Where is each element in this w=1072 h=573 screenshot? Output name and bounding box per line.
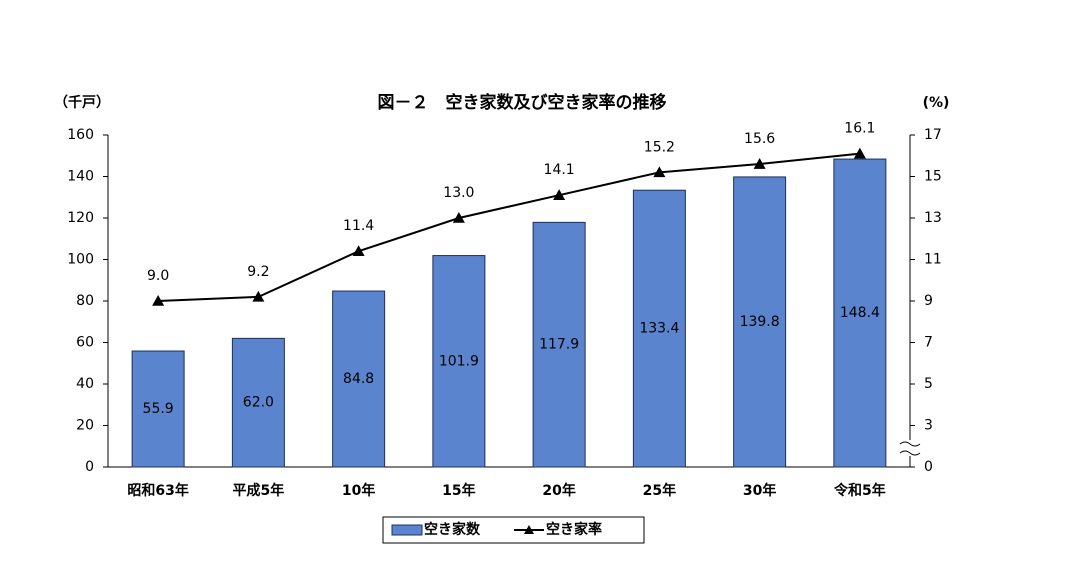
y2-tick-label: 9 [924, 293, 933, 309]
y-tick-label: 120 [67, 210, 94, 226]
line-value-label: 15.2 [644, 139, 675, 155]
bar [632, 189, 686, 468]
y-tick-label: 80 [76, 293, 94, 309]
x-tick-label: 25年 [643, 482, 676, 499]
bar [432, 255, 486, 468]
y-tick-label: 140 [67, 169, 94, 185]
bar [231, 337, 285, 468]
y2-tick-label: 17 [924, 127, 942, 143]
line-marker [553, 189, 566, 200]
line-marker [653, 166, 666, 178]
x-tick-label: 10年 [342, 482, 375, 499]
y2-tick-label: 11 [924, 252, 942, 268]
bar [332, 290, 386, 468]
y-axis-label: （千戸） [54, 94, 110, 111]
bar-value-label: 133.4 [639, 321, 679, 337]
bar-value-label: 117.9 [539, 337, 579, 353]
y-tick-label: 0 [85, 459, 94, 475]
y2-tick-label: 15 [924, 169, 942, 185]
x-tick-label: 昭和63年 [127, 482, 188, 499]
line-marker [753, 158, 766, 169]
bar [733, 176, 787, 468]
x-tick-label: 令和5年 [833, 482, 886, 499]
bar-value-label: 62.0 [243, 395, 274, 411]
line-marker [853, 147, 866, 159]
y-tick-label: 160 [67, 127, 94, 143]
y-tick-label: 100 [67, 252, 94, 268]
x-tick-label: 20年 [542, 482, 575, 499]
line-value-label: 9.0 [147, 268, 169, 284]
y2-tick-label: 0 [924, 459, 933, 475]
legend [382, 516, 645, 544]
legend-label: 空き家数 [424, 521, 481, 538]
bar-value-label: 139.8 [740, 314, 780, 330]
x-tick-label: 30年 [743, 482, 776, 499]
y-tick-label: 60 [76, 335, 94, 351]
y-tick-label: 40 [76, 376, 94, 392]
bar [833, 158, 887, 468]
y-tick-label: 20 [76, 418, 94, 434]
legend-label: 空き家率 [546, 521, 602, 538]
y2-tick-label: 5 [924, 376, 933, 392]
line-value-label: 15.6 [744, 131, 775, 147]
line-marker [352, 245, 365, 256]
x-tick-label: 15年 [442, 482, 475, 499]
line-value-label: 16.1 [844, 121, 875, 137]
bar-value-label: 84.8 [343, 371, 374, 387]
bar-value-label: 148.4 [840, 305, 880, 321]
line [158, 152, 860, 302]
line-value-label: 13.0 [443, 185, 474, 201]
line-value-label: 14.1 [544, 162, 575, 178]
bar-value-label: 101.9 [439, 353, 479, 369]
line-marker [452, 212, 465, 223]
x-tick-label: 平成5年 [233, 482, 285, 499]
line-marker [252, 290, 265, 302]
line-value-label: 9.2 [247, 264, 269, 280]
legend-swatch [391, 524, 423, 536]
y2-tick-label: 13 [924, 210, 942, 226]
line-marker [152, 295, 165, 306]
y2-tick-label: 7 [924, 335, 933, 351]
line-value-label: 11.4 [343, 218, 374, 234]
y2-axis-label: (%) [923, 95, 950, 111]
bar-value-label: 55.9 [143, 401, 174, 417]
chart-title: 図－２ 空き家数及び空き家率の推移 [378, 92, 667, 113]
bar [532, 221, 586, 468]
legend-swatch [524, 525, 534, 534]
y2-tick-label: 3 [924, 418, 933, 434]
axis-break [899, 440, 921, 456]
bar [131, 350, 185, 468]
